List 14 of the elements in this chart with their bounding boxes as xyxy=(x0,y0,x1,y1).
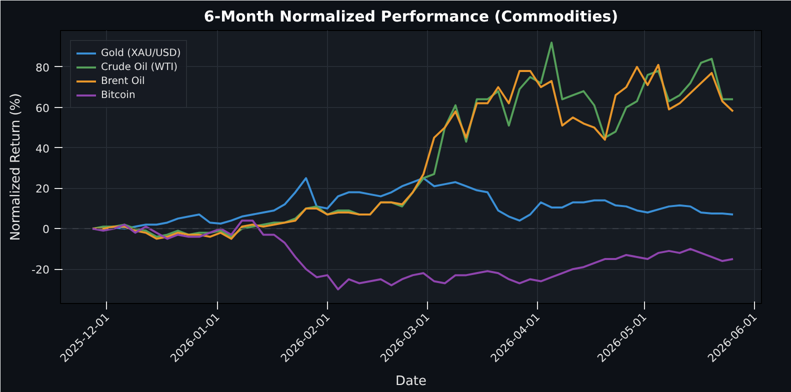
x-axis-title: Date xyxy=(395,374,427,390)
y-tick-label: 60 xyxy=(36,102,50,115)
y-tick-label: 20 xyxy=(36,182,50,196)
y-tick-label: 40 xyxy=(36,142,50,156)
y-axis-title: Normalized Return (%) xyxy=(8,93,24,241)
y-tick-label: -20 xyxy=(32,264,50,277)
y-tick-label: 0 xyxy=(42,223,50,236)
legend-label: Bitcoin xyxy=(101,88,136,102)
y-tick-label: 80 xyxy=(36,61,50,74)
line-series xyxy=(92,220,734,290)
chart-title: 6-Month Normalized Performance (Commodities) xyxy=(204,8,618,26)
legend-label: Crude Oil (WTI) xyxy=(101,60,178,74)
legend-label: Brent Oil xyxy=(101,74,145,88)
legend-label: Gold (XAU/USD) xyxy=(101,46,181,60)
